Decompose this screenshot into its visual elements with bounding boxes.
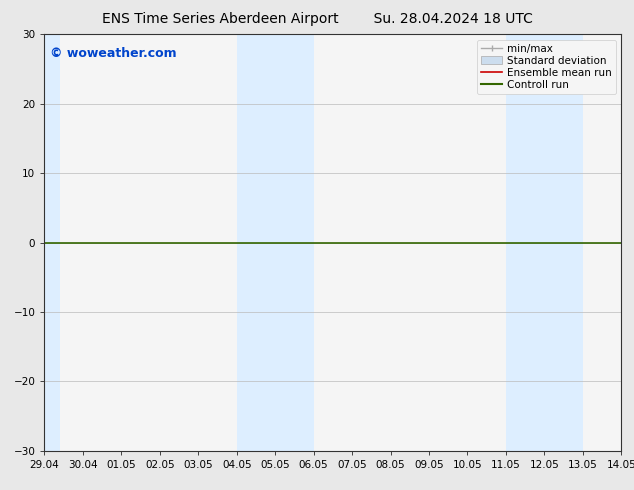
Bar: [44, 34, 60, 451]
Bar: [506, 34, 583, 451]
Bar: [236, 34, 314, 451]
Legend: min/max, Standard deviation, Ensemble mean run, Controll run: min/max, Standard deviation, Ensemble me…: [477, 40, 616, 94]
Text: © woweather.com: © woweather.com: [50, 47, 177, 60]
Text: ENS Time Series Aberdeen Airport        Su. 28.04.2024 18 UTC: ENS Time Series Aberdeen Airport Su. 28.…: [101, 12, 533, 26]
